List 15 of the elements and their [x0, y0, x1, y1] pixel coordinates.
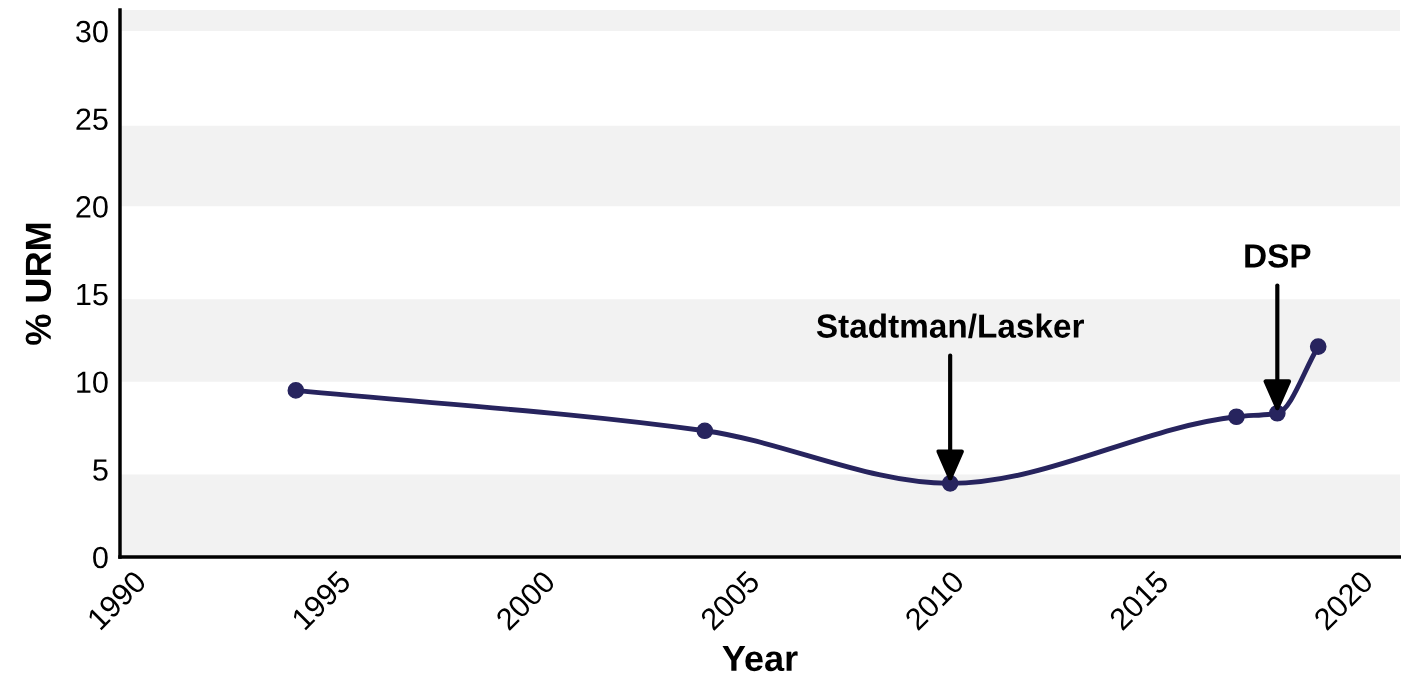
y-tick-label: 0 [93, 546, 108, 569]
x-axis-title: Year [722, 645, 798, 672]
point [696, 422, 714, 440]
point [1228, 408, 1245, 426]
y-tick-label: 25 [76, 108, 108, 131]
y-tick-label: 15 [77, 284, 108, 306]
point [287, 382, 305, 399]
point [1309, 338, 1327, 355]
y-tick-label: 10 [77, 371, 108, 394]
y-tick-label: 30 [76, 20, 108, 43]
annotation: DSP [1245, 244, 1311, 268]
y-axis-title: % URM [25, 223, 52, 345]
y-tick-label: 20 [76, 196, 108, 218]
annotation: Stadtman/Lasker [816, 313, 1084, 339]
y-tick-label: 5 [93, 459, 108, 481]
